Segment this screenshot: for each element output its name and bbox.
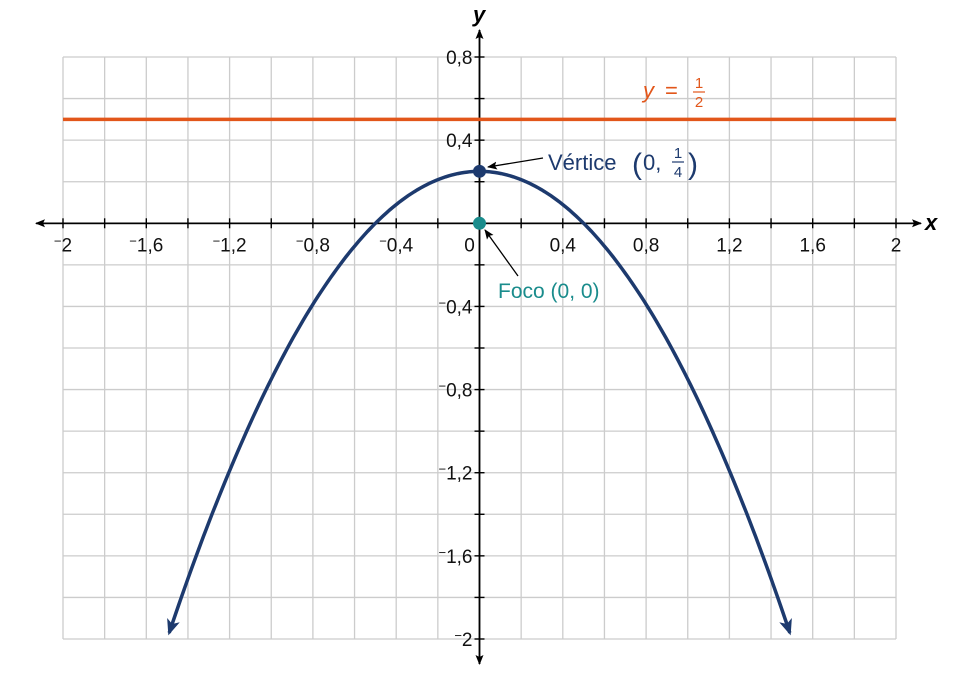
- directrix-label-eq: =: [665, 78, 678, 103]
- x-tick-label: 2: [891, 235, 902, 256]
- focus-point: [473, 216, 486, 230]
- directrix-label-y: y: [641, 78, 656, 103]
- tick-labels: −2 −1,6 −1,2 −0,8 −0,4 0 0,4 0,8 1,2 1,6 20,80,4−0…: [54, 48, 901, 651]
- x-axis-label: x: [924, 210, 938, 235]
- parabola-right: [479, 169, 792, 636]
- x-tick-label: 1,2: [716, 235, 742, 256]
- x-tick-label: −0,8: [296, 233, 330, 256]
- directrix-label: y = 1 2: [641, 75, 705, 111]
- vertex-label-coord: 0,: [643, 150, 661, 175]
- y-tick-label: 0,4: [446, 131, 473, 152]
- x-tick-label: −1,2: [213, 233, 247, 256]
- directrix-label-den: 2: [695, 94, 703, 111]
- axes: [35, 29, 922, 665]
- focus-label: Foco (0, 0): [484, 229, 600, 303]
- x-tick-label: 0: [464, 235, 475, 256]
- parabola-left: [167, 169, 480, 636]
- vertex-label-open: (: [632, 148, 642, 181]
- directrix-label-num: 1: [695, 75, 703, 92]
- vertex-label-text: Vértice: [548, 150, 616, 175]
- vertex-label-num: 1: [674, 145, 682, 162]
- y-tick-label: −2: [454, 628, 472, 651]
- x-tick-label: −2: [54, 233, 72, 256]
- y-tick-label: −1,2: [438, 462, 472, 485]
- vertex-label-den: 4: [674, 164, 682, 181]
- y-tick-label: 0,8: [446, 48, 472, 69]
- y-tick-label: −1,6: [438, 545, 472, 568]
- y-tick-label: −0,8: [438, 379, 472, 402]
- vertex-label-close: ): [688, 148, 698, 181]
- x-tick-label: −1,6: [129, 233, 163, 256]
- x-tick-label: −0,4: [379, 233, 413, 256]
- x-tick-label: 0,8: [633, 235, 659, 256]
- y-axis-label: y: [472, 2, 487, 27]
- focus-label-text: Foco (0, 0): [498, 280, 600, 303]
- vertex-point: [473, 164, 486, 178]
- series: [63, 117, 896, 636]
- x-tick-label: 0,4: [550, 235, 577, 256]
- vertex-label: Vértice ( 0, 1 4 ): [487, 145, 698, 181]
- x-tick-label: 1,6: [799, 235, 825, 256]
- y-tick-label: −0,4: [438, 295, 472, 318]
